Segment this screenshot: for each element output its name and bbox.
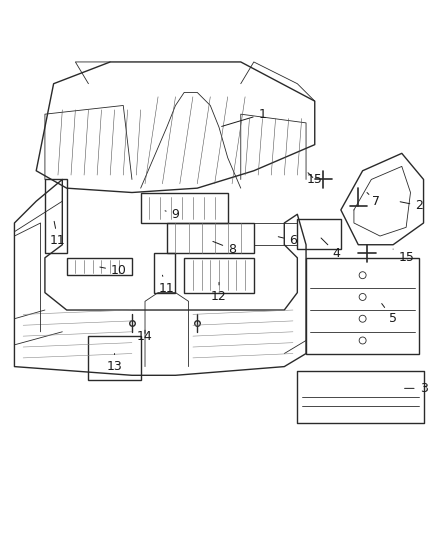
Text: 1: 1: [222, 108, 266, 126]
Text: 7: 7: [367, 192, 380, 208]
Text: 9: 9: [165, 208, 180, 221]
Text: 10: 10: [100, 264, 127, 277]
Text: 14: 14: [137, 329, 153, 343]
Text: 5: 5: [381, 303, 397, 325]
Text: 15: 15: [307, 173, 323, 186]
Text: 6: 6: [278, 234, 297, 247]
Text: 11: 11: [159, 275, 175, 295]
Text: 12: 12: [211, 282, 227, 303]
Text: 11: 11: [50, 221, 66, 247]
Text: 2: 2: [400, 199, 423, 212]
Text: 13: 13: [107, 353, 123, 373]
Text: 3: 3: [405, 382, 427, 395]
Text: 8: 8: [213, 241, 236, 256]
Text: 15: 15: [393, 249, 414, 264]
Text: 4: 4: [321, 238, 340, 260]
